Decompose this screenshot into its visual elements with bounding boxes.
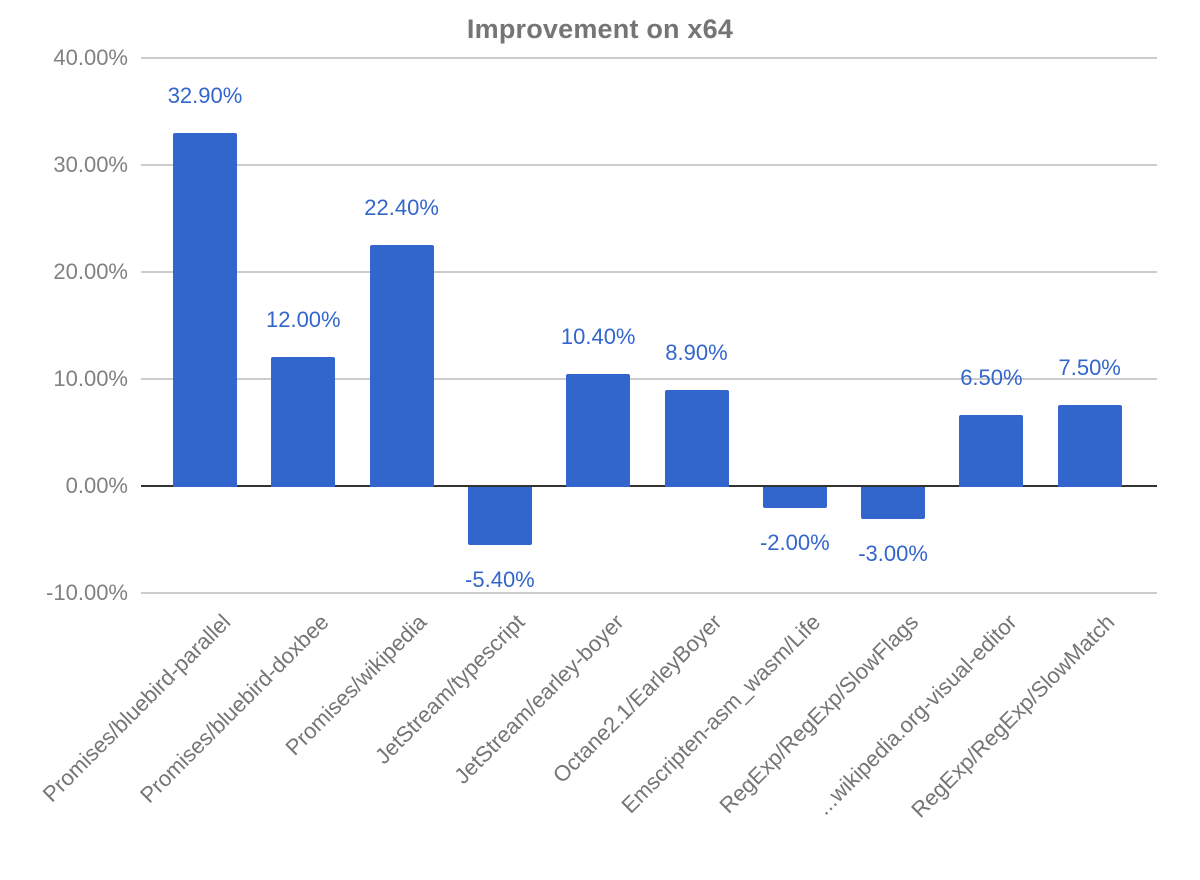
bar	[173, 132, 237, 487]
x-tick-label: Emscripten-asm_wasm/Life	[616, 609, 825, 819]
chart-title: Improvement on x64	[466, 14, 734, 44]
x-tick-label: RegExp/RegExp/SlowMatch	[906, 609, 1120, 823]
value-label: 8.90%	[665, 339, 728, 365]
x-tick-label: RegExp/RegExp/SlowFlags	[714, 609, 924, 819]
x-tick-label: Promises/bluebird-doxbee	[134, 609, 334, 808]
gridline	[141, 57, 1157, 59]
bar	[861, 487, 926, 520]
bar	[566, 373, 631, 487]
bar	[1057, 404, 1122, 487]
value-label: 32.90%	[167, 82, 243, 108]
zero-axis-line	[141, 485, 1157, 487]
x-tick-label: JetStream/earley-boyer	[448, 609, 629, 789]
y-tick-label: 30.00%	[53, 152, 128, 177]
value-label: 7.50%	[1058, 354, 1121, 380]
gridline	[141, 271, 1157, 273]
bar	[369, 245, 434, 487]
gridline	[141, 378, 1157, 380]
value-label: 10.40%	[560, 323, 636, 349]
value-label: 12.00%	[265, 306, 341, 332]
bar	[762, 487, 827, 509]
bar	[664, 389, 729, 487]
y-tick-label: 20.00%	[53, 259, 128, 284]
bar	[467, 487, 532, 545]
gridline	[141, 592, 1157, 594]
y-tick-label: 10.00%	[53, 366, 128, 391]
x-tick-label: Promises/bluebird-parallel	[37, 609, 235, 807]
y-tick-label: -10.00%	[46, 580, 128, 605]
value-label: 6.50%	[960, 365, 1023, 391]
bar	[959, 415, 1024, 487]
value-label: 22.40%	[364, 195, 439, 221]
x-tick-label: Octane2.1/EarleyBoyer	[547, 609, 727, 788]
gridline	[141, 164, 1157, 166]
bar	[271, 356, 336, 487]
value-label: -2.00%	[759, 530, 830, 556]
y-tick-label: 40.00%	[53, 45, 128, 70]
y-tick-label: 0.00%	[65, 473, 128, 498]
value-label: -3.00%	[858, 541, 928, 567]
x-tick-label: ...wikipedia.org-visual-editor	[810, 609, 1022, 820]
value-label: -5.40%	[465, 566, 535, 592]
